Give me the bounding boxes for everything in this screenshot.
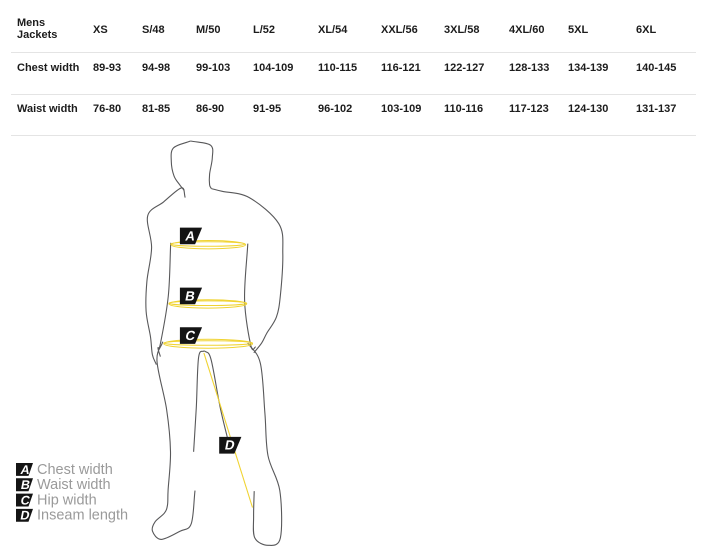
svg-text:Waist width: Waist width xyxy=(37,477,111,493)
svg-text:Inseam length: Inseam length xyxy=(37,508,128,524)
svg-text:Chest width: Chest width xyxy=(37,462,113,478)
svg-text:A: A xyxy=(19,463,31,477)
svg-text:C: C xyxy=(19,494,31,508)
svg-text:D: D xyxy=(19,509,31,523)
svg-text:Hip width: Hip width xyxy=(37,492,97,508)
svg-text:B: B xyxy=(20,478,32,492)
